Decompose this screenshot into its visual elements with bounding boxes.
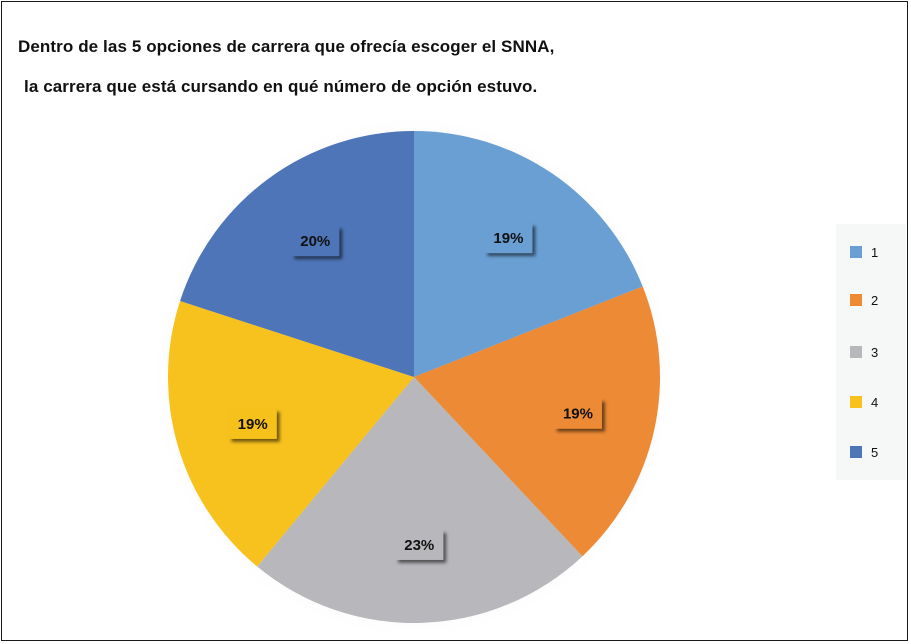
data-label-4: 19% bbox=[228, 408, 277, 439]
data-label-box-3 bbox=[395, 529, 444, 560]
legend-label-4: 4 bbox=[871, 394, 879, 410]
pie-slice-3 bbox=[257, 377, 583, 624]
legend-item-5: 5 bbox=[850, 444, 878, 460]
pie-slice-2 bbox=[414, 286, 660, 557]
legend-swatch-2 bbox=[850, 294, 862, 306]
legend-item-4: 4 bbox=[850, 394, 878, 410]
legend-swatch-5 bbox=[850, 446, 862, 458]
pie-slices bbox=[167, 131, 660, 624]
legend-swatch-4 bbox=[850, 396, 862, 408]
data-label-box-4 bbox=[228, 408, 277, 439]
data-label-text-3: 23% bbox=[404, 537, 434, 554]
data-label-2: 19% bbox=[553, 398, 602, 429]
legend-item-1: 1 bbox=[850, 244, 878, 260]
legend-label-3: 3 bbox=[871, 344, 879, 360]
data-label-1: 19% bbox=[484, 223, 533, 254]
legend-label-5: 5 bbox=[871, 444, 879, 460]
legend-label-1: 1 bbox=[871, 244, 879, 260]
legend-item-2: 2 bbox=[850, 292, 878, 308]
data-label-3: 23% bbox=[395, 529, 444, 560]
data-label-box-5 bbox=[291, 226, 340, 257]
data-label-text-5: 20% bbox=[300, 233, 330, 250]
data-label-5: 20% bbox=[291, 226, 340, 257]
data-label-text-2: 19% bbox=[563, 406, 593, 423]
data-label-text-1: 19% bbox=[493, 230, 523, 247]
legend-item-3: 3 bbox=[850, 344, 878, 360]
legend-swatch-1 bbox=[850, 246, 862, 258]
chart-title-line-1: Dentro de las 5 opciones de carrera que … bbox=[18, 37, 555, 56]
data-label-box-2 bbox=[553, 398, 602, 429]
data-label-text-4: 19% bbox=[238, 416, 268, 433]
pie-data-labels: 19% 19% 23% 19% 20% bbox=[228, 223, 602, 560]
pie-slice-1 bbox=[414, 131, 643, 377]
pie-slice-4 bbox=[167, 300, 414, 567]
legend-swatch-3 bbox=[850, 346, 862, 358]
legend: 1 2 3 4 5 bbox=[836, 224, 906, 480]
data-label-box-1 bbox=[484, 223, 533, 254]
chart-title-line-2: la carrera que está cursando en qué núme… bbox=[24, 77, 538, 96]
legend-label-2: 2 bbox=[871, 292, 879, 308]
